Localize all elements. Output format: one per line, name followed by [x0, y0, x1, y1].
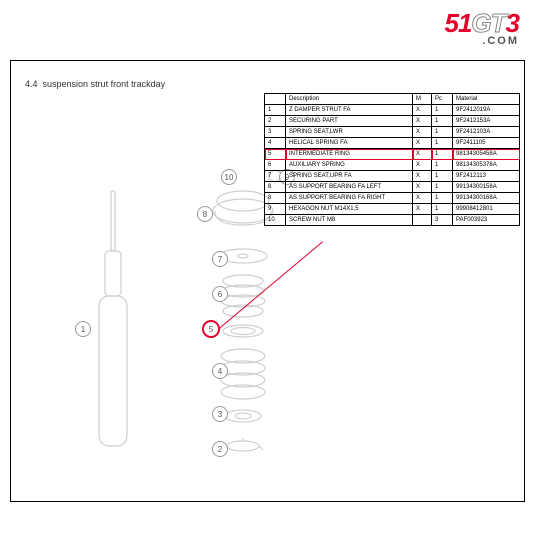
bom-row: 8AS SUPPORT BEARING FA LEFTX199134300158… [265, 182, 520, 193]
bom-cell-pc: 1 [432, 116, 453, 127]
bom-cell-mat: PAF003923 [453, 215, 520, 226]
bom-cell-mat: 98134305378A [453, 160, 520, 171]
bom-cell-desc: Z DAMPER STRUT FA [286, 105, 413, 116]
callout-1: 1 [75, 321, 91, 337]
bom-cell-n: 8 [265, 193, 286, 204]
bom-cell-mat: 98134305458A [453, 149, 520, 160]
bom-cell-mat: 9F2412153A [453, 116, 520, 127]
bom-cell-pc: 1 [432, 204, 453, 215]
brand-logo: 51GT3 .COM [445, 8, 520, 47]
bom-cell-n: 2 [265, 116, 286, 127]
bom-row: 2SECURING PARTX19F2412153A [265, 116, 520, 127]
bom-cell-mat: 99134300158A [453, 182, 520, 193]
callout-10: 10 [221, 169, 237, 185]
logo-text-1: 51 [445, 8, 472, 38]
callout-6: 6 [212, 286, 228, 302]
bom-cell-m: X [413, 149, 432, 160]
logo-text-2: GT [471, 8, 505, 38]
bom-cell-n: 3 [265, 127, 286, 138]
diagram-page: 4.4 suspension strut front trackday [10, 60, 525, 502]
bom-cell-mat: 9F2412113 [453, 171, 520, 182]
bom-cell-mat: 99134300168A [453, 193, 520, 204]
bom-cell-n: 8 [265, 182, 286, 193]
bom-cell-m: X [413, 105, 432, 116]
bom-cell-n: 1 [265, 105, 286, 116]
bom-header-cell: Pc [432, 94, 453, 105]
bom-cell-n: 4 [265, 138, 286, 149]
bom-cell-desc: AS SUPPORT BEARING FA RIGHT [286, 193, 413, 204]
bom-cell-n: 10 [265, 215, 286, 226]
logo-text-3: 3 [506, 8, 519, 38]
bom-cell-pc: 1 [432, 193, 453, 204]
bom-cell-pc: 1 [432, 160, 453, 171]
bom-cell-pc: 1 [432, 127, 453, 138]
callout-2: 2 [212, 441, 228, 457]
bom-row: 1Z DAMPER STRUT FAX19F2412019A [265, 105, 520, 116]
bom-cell-m: X [413, 182, 432, 193]
bom-cell-desc: SCREW NUT M8 [286, 215, 413, 226]
bom-header-cell: M [413, 94, 432, 105]
bom-cell-n: 6 [265, 160, 286, 171]
bom-row: 9HEXAGON NUT M14X1,5X199908412801 [265, 204, 520, 215]
bom-cell-m: X [413, 171, 432, 182]
bom-cell-m [413, 215, 432, 226]
bom-cell-m: X [413, 193, 432, 204]
bom-header-cell: Material [453, 94, 520, 105]
bom-cell-m: X [413, 127, 432, 138]
bom-cell-desc: INTERMEDIATE RING [286, 149, 413, 160]
bom-cell-pc: 1 [432, 138, 453, 149]
bom-row: 6AUXILIARY SPRINGX198134305378A [265, 160, 520, 171]
bom-cell-desc: HEXAGON NUT M14X1,5 [286, 204, 413, 215]
bom-row: 5INTERMEDIATE RINGX198134305458A [265, 149, 520, 160]
bom-header-cell: Description [286, 94, 413, 105]
callout-7: 7 [212, 251, 228, 267]
bom-cell-desc: AUXILIARY SPRING [286, 160, 413, 171]
bom-header-cell [265, 94, 286, 105]
bom-cell-mat: 9F2411105 [453, 138, 520, 149]
bom-cell-desc: HELICAL SPRING FA [286, 138, 413, 149]
bom-header-row: DescriptionMPcMaterial [265, 94, 520, 105]
bom-cell-m: X [413, 116, 432, 127]
bom-cell-n: 7 [265, 171, 286, 182]
bom-row: 4HELICAL SPRING FAX19F2411105 [265, 138, 520, 149]
bom-cell-n: 5 [265, 149, 286, 160]
bom-row: 7SPRING SEAT,UPR FAX19F2412113 [265, 171, 520, 182]
bom-cell-pc: 1 [432, 171, 453, 182]
bom-cell-desc: SPRING SEAT,UPR FA [286, 171, 413, 182]
bom-cell-m: X [413, 160, 432, 171]
bom-cell-pc: 1 [432, 105, 453, 116]
bom-cell-mat: 99908412801 [453, 204, 520, 215]
bom-cell-pc: 1 [432, 182, 453, 193]
bom-cell-mat: 9F2412103A [453, 127, 520, 138]
bom-cell-n: 9 [265, 204, 286, 215]
bom-cell-pc: 1 [432, 149, 453, 160]
bom-cell-desc: SPRING SEAT,LWR [286, 127, 413, 138]
bom-cell-pc: 3 [432, 215, 453, 226]
bom-table: DescriptionMPcMaterial 1Z DAMPER STRUT F… [264, 93, 520, 226]
bom-cell-m: X [413, 138, 432, 149]
bom-row: 3SPRING SEAT,LWRX19F2412103A [265, 127, 520, 138]
bom-cell-m: X [413, 204, 432, 215]
callout-8: 8 [197, 206, 213, 222]
bom-cell-desc: SECURING PART [286, 116, 413, 127]
bom-row: 10SCREW NUT M8 3PAF003923 [265, 215, 520, 226]
callout-5: 5 [203, 321, 219, 337]
callout-3: 3 [212, 406, 228, 422]
bom-row: 8AS SUPPORT BEARING FA RIGHTX19913430016… [265, 193, 520, 204]
callout-4: 4 [212, 363, 228, 379]
bom-cell-desc: AS SUPPORT BEARING FA LEFT [286, 182, 413, 193]
bom-cell-mat: 9F2412019A [453, 105, 520, 116]
